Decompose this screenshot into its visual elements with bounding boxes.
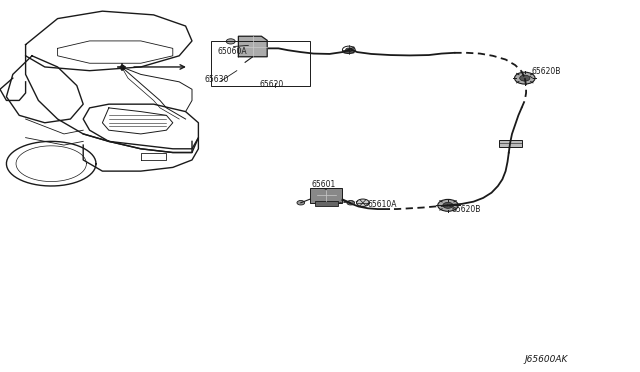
Circle shape — [346, 48, 352, 52]
Circle shape — [227, 39, 236, 44]
Circle shape — [520, 75, 530, 81]
Circle shape — [438, 199, 458, 211]
Text: 65060A: 65060A — [218, 47, 247, 56]
Circle shape — [297, 201, 305, 205]
Circle shape — [347, 201, 355, 205]
Circle shape — [356, 199, 369, 206]
Text: 65620: 65620 — [259, 80, 284, 89]
Polygon shape — [239, 36, 268, 57]
Bar — [211, 41, 310, 86]
Text: 65620B: 65620B — [531, 67, 561, 76]
Text: J65600AK: J65600AK — [525, 355, 568, 363]
Polygon shape — [344, 47, 354, 53]
Bar — [315, 201, 338, 206]
Circle shape — [515, 72, 535, 84]
Text: 65620B: 65620B — [451, 205, 481, 214]
Text: 65630: 65630 — [205, 75, 229, 84]
Text: 65610A: 65610A — [368, 200, 397, 209]
Bar — [499, 140, 522, 147]
Bar — [310, 188, 342, 203]
Circle shape — [443, 202, 453, 208]
Text: 65601: 65601 — [312, 180, 336, 189]
